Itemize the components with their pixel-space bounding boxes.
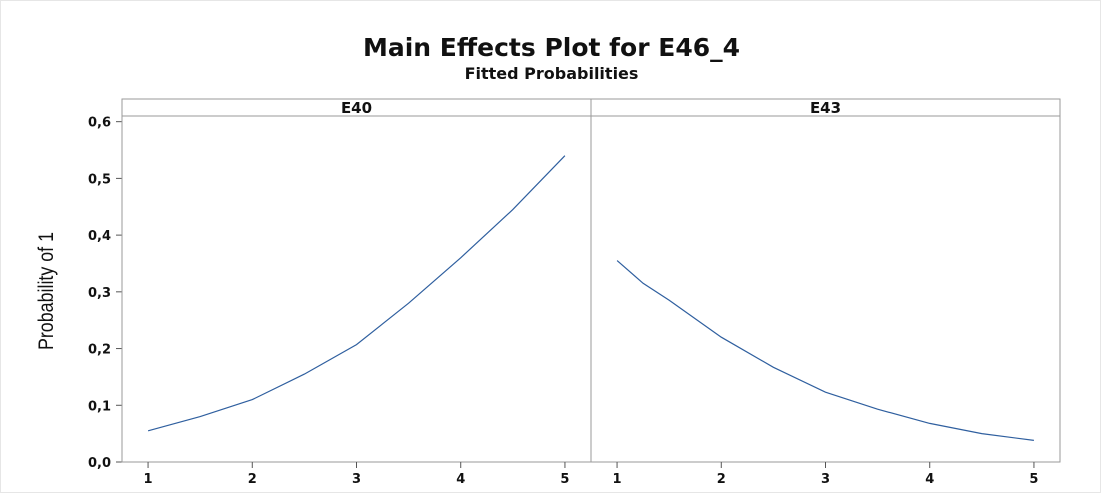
y-tick-label: 0,4 <box>88 229 111 244</box>
y-tick-label: 0,5 <box>88 172 111 187</box>
x-tick-label: 4 <box>925 472 934 487</box>
panel-strip-label: E40 <box>341 99 372 117</box>
panel-strip-label: E43 <box>810 99 841 117</box>
x-tick-label: 2 <box>717 472 726 487</box>
y-tick-label: 0,0 <box>88 456 111 471</box>
x-tick-label: 3 <box>352 472 361 487</box>
y-tick-label: 0,6 <box>88 116 111 131</box>
panel-frame <box>590 98 1061 463</box>
x-tick-label: 1 <box>613 472 622 487</box>
x-tick-label: 1 <box>144 472 153 487</box>
x-tick-label: 5 <box>560 472 569 487</box>
x-tick-label: 3 <box>821 472 830 487</box>
series-line <box>147 155 566 432</box>
y-tick-label: 0,2 <box>88 343 111 358</box>
chart-subtitle: Fitted Probabilities <box>464 64 639 83</box>
x-tick-label: 2 <box>248 472 257 487</box>
chart-title: Main Effects Plot for E46_4 <box>362 33 741 62</box>
panel-frame <box>121 98 592 463</box>
x-tick-label: 5 <box>1029 472 1038 487</box>
y-tick-label: 0,1 <box>88 399 111 414</box>
y-tick-label: 0,3 <box>88 286 111 301</box>
series-line <box>616 260 1034 441</box>
x-tick-label: 4 <box>456 472 465 487</box>
